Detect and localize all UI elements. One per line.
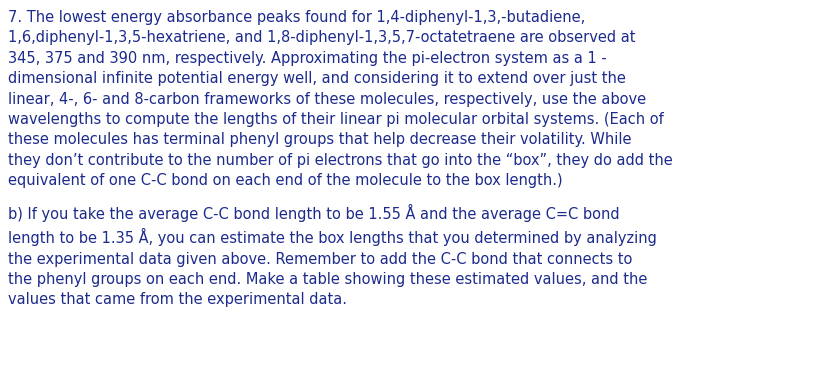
- Text: 7. The lowest energy absorbance peaks found for 1,4-diphenyl-1,3,-butadiene,
1,6: 7. The lowest energy absorbance peaks fo…: [8, 10, 672, 188]
- Text: b) If you take the average C-C bond length to be 1.55 Å and the average C=C bond: b) If you take the average C-C bond leng…: [8, 203, 656, 308]
